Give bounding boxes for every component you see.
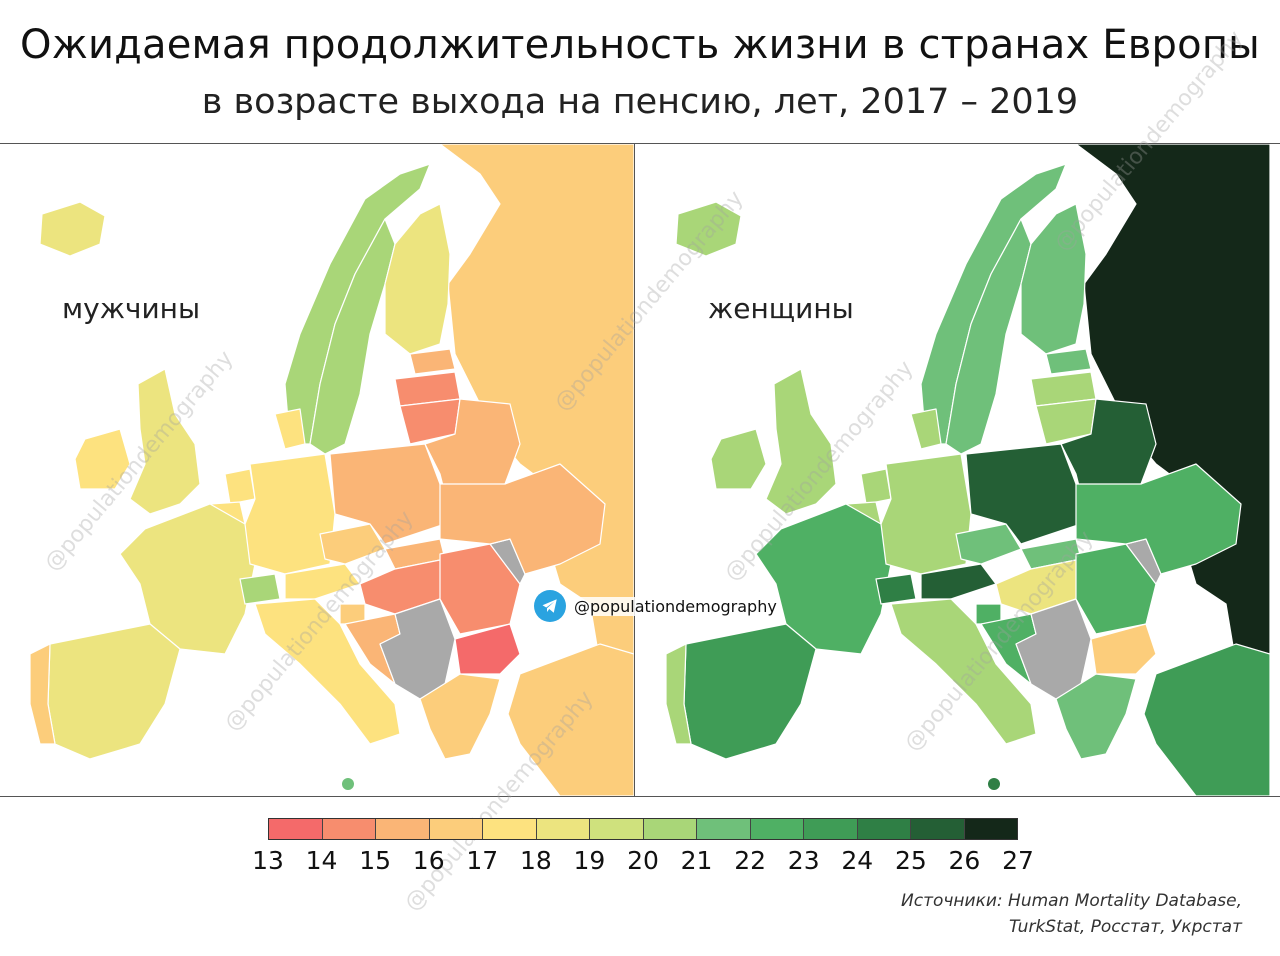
- men-greece: [419, 673, 501, 760]
- legend-tick-label: 18: [519, 846, 552, 875]
- women-uk: [765, 368, 837, 515]
- legend-tick-label: 21: [680, 846, 713, 875]
- telegram-icon: [534, 590, 566, 622]
- men-belarus: [424, 398, 521, 495]
- men-map: [29, 144, 634, 796]
- legend-tick-label: 20: [627, 846, 659, 875]
- men-turkey: [507, 643, 634, 796]
- legend-tick-label: 15: [359, 846, 392, 875]
- legend-swatch: [590, 819, 644, 839]
- men-uk: [129, 368, 201, 515]
- legend-swatch: [804, 819, 858, 839]
- men-map-panel: мужчины: [0, 144, 634, 796]
- men-finland: [384, 203, 451, 355]
- legend-swatch: [750, 819, 804, 839]
- men-ireland: [74, 428, 131, 490]
- women-ukraine: [1075, 463, 1242, 575]
- men-france: [119, 503, 256, 655]
- women-portugal: [665, 643, 692, 745]
- legend-tick-label: 14: [305, 846, 338, 875]
- men-portugal: [29, 643, 56, 745]
- legend-tick-label: 24: [841, 846, 874, 875]
- men-spain: [47, 623, 181, 760]
- sources-line-1: Источники: Human Mortality Database,: [901, 891, 1242, 911]
- men-denmark: [274, 408, 306, 450]
- women-switzerland: [875, 573, 917, 605]
- sources-note: Источники: Human Mortality Database, Tur…: [901, 888, 1242, 940]
- men-germany: [244, 453, 336, 575]
- women-netherlands: [860, 468, 892, 505]
- men-ukraine: [439, 463, 606, 575]
- legend-tick-label: 22: [734, 846, 767, 875]
- women-iceland: [675, 201, 742, 257]
- panel-divider: [634, 144, 635, 796]
- top-frame-line: [0, 143, 1280, 144]
- legend-swatch: [429, 819, 483, 839]
- women-spain: [683, 623, 817, 760]
- legend-swatch: [536, 819, 590, 839]
- men-dot-marker: [342, 778, 354, 790]
- legend-tick-label: 27: [1002, 846, 1034, 875]
- men-estonia: [409, 348, 456, 375]
- legend-tick-label: 16: [412, 846, 445, 875]
- women-turkey: [1143, 643, 1270, 796]
- men-poland: [329, 443, 446, 545]
- women-belarus: [1060, 398, 1157, 495]
- men-switzerland: [239, 573, 281, 605]
- men-bulgaria: [454, 623, 521, 675]
- men-italy: [254, 598, 401, 745]
- legend-tick-label: 25: [894, 846, 927, 875]
- telegram-handle: @populationdemography: [572, 596, 779, 616]
- women-poland: [965, 443, 1082, 545]
- legend-swatch: [483, 819, 537, 839]
- legend-tick-label: 19: [573, 846, 606, 875]
- women-map: [665, 144, 1270, 796]
- legend-swatch: [376, 819, 430, 839]
- legend-swatch: [269, 819, 323, 839]
- sources-line-2: TurkStat, Росстат, Укрстат: [1009, 917, 1242, 937]
- men-czechia: [319, 523, 386, 565]
- legend-tick-label: 26: [948, 846, 981, 875]
- women-germany: [880, 453, 972, 575]
- bottom-frame-line: [0, 796, 1280, 797]
- men-austria: [284, 563, 361, 600]
- men-netherlands: [224, 468, 256, 505]
- legend-tick-label: 23: [787, 846, 820, 875]
- men-iceland: [39, 201, 106, 257]
- color-legend: [268, 818, 1018, 840]
- women-austria: [920, 563, 997, 600]
- women-label: женщины: [708, 292, 854, 325]
- chart-subtitle: в возрасте выхода на пенсию, лет, 2017 –…: [201, 82, 1079, 122]
- legend-swatch: [857, 819, 911, 839]
- women-greece: [1055, 673, 1137, 760]
- women-finland: [1020, 203, 1087, 355]
- legend-swatch: [964, 819, 1017, 839]
- women-denmark: [910, 408, 942, 450]
- women-bulgaria: [1090, 623, 1157, 675]
- women-italy: [890, 598, 1037, 745]
- women-estonia: [1045, 348, 1092, 375]
- legend-tick-label: 13: [252, 846, 284, 875]
- legend-tick-label: 17: [466, 846, 499, 875]
- women-map-panel: женщины: [636, 144, 1270, 796]
- telegram-badge[interactable]: @populationdemography: [534, 590, 779, 622]
- women-france: [755, 503, 892, 655]
- legend-swatch: [643, 819, 697, 839]
- women-dot-marker: [988, 778, 1000, 790]
- legend-swatch: [697, 819, 751, 839]
- legend-swatch: [322, 819, 376, 839]
- women-ireland: [710, 428, 767, 490]
- chart-title: Ожидаемая продолжительность жизни в стра…: [20, 22, 1260, 68]
- legend-swatch: [911, 819, 965, 839]
- men-label: мужчины: [62, 292, 201, 325]
- women-czechia: [955, 523, 1022, 565]
